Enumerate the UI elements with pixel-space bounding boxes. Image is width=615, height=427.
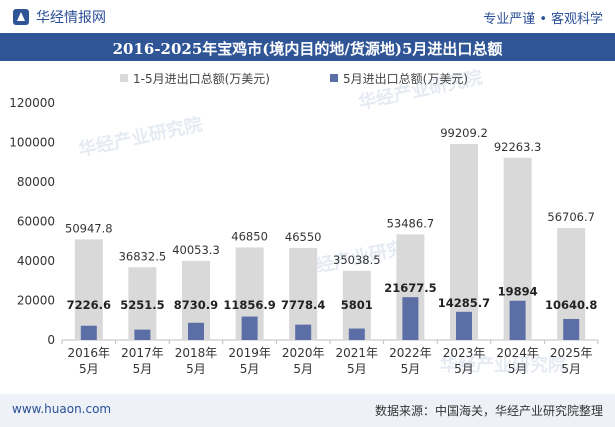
y-tick-label: 40000	[17, 254, 55, 268]
data-label-series1: 56706.7	[547, 210, 595, 224]
x-tick-label: 2022年 5月	[389, 346, 432, 376]
bar-series2	[134, 329, 151, 340]
data-label-series1: 46850	[231, 229, 268, 243]
bar-series1	[128, 267, 157, 340]
footer-website: www.huaon.com	[12, 402, 112, 416]
data-label-series2: 14285.7	[438, 296, 490, 310]
bar-series2	[456, 311, 472, 340]
data-label-series1: 46550	[285, 230, 322, 244]
slogan-tag-2: 客观科学	[550, 12, 603, 27]
data-label-series1: 99209.2	[440, 126, 488, 140]
slogan: 专业严谨 • 客观科学	[483, 8, 603, 27]
title-bar	[0, 33, 615, 61]
data-label-series2: 19894	[498, 285, 538, 299]
bar-series1	[74, 239, 103, 340]
footer-bar	[0, 394, 615, 427]
legend-label-1: 1-5月进出口总额(万美元)	[133, 72, 270, 86]
data-label-series2: 5801	[341, 298, 373, 312]
top-bar: 华经情报网 专业严谨 • 客观科学	[0, 0, 615, 34]
x-tick-label: 2025年 5月	[550, 346, 593, 376]
data-label-series1: 40053.3	[172, 243, 220, 257]
x-tick-label: 2019年 5月	[228, 346, 271, 376]
bar-series2	[348, 328, 365, 340]
x-tick-label: 2017年 5月	[121, 346, 164, 376]
x-tick-label: 2023年 5月	[443, 346, 486, 376]
watermark-text: 华经产业研究院	[440, 354, 566, 376]
bar-series2	[80, 325, 97, 340]
y-tick-label: 20000	[17, 294, 55, 308]
data-label-series2: 11856.9	[223, 298, 275, 312]
legend-swatch-2	[330, 74, 338, 82]
brand-name: 华经情报网	[36, 10, 106, 26]
slogan-separator: •	[539, 12, 547, 27]
huajing-logo-icon	[13, 9, 29, 25]
data-label-series2: 7226.6	[67, 298, 111, 312]
x-tick-label: 2018年 5月	[175, 346, 218, 376]
bar-series2	[241, 316, 258, 340]
data-label-series2: 8730.9	[174, 298, 218, 312]
footer-data-source: 数据来源：中国海关，华经产业研究院整理	[374, 404, 603, 418]
bar-series2	[563, 318, 580, 340]
y-tick-label: 80000	[17, 175, 55, 189]
data-label-series2: 7778.4	[281, 298, 325, 312]
chart-title: 2016-2025年宝鸡市(境内目的地/货源地)5月进出口总额	[112, 40, 503, 58]
watermark-text: 华经产业研究院	[76, 113, 204, 161]
bar-series2	[188, 322, 204, 340]
bar-series2	[295, 324, 312, 340]
data-label-series2: 5251.5	[120, 298, 164, 312]
x-tick-label: 2020年 5月	[282, 346, 325, 376]
legend-swatch-1	[120, 74, 128, 82]
bar-series2	[509, 300, 526, 340]
bar-series1	[342, 270, 371, 340]
data-label-series1: 35038.5	[333, 253, 381, 267]
bar-chart: 华经产业研究院华经产业研究院华经产业研究院华经产业研究院1-5月进出口总额(万美…	[9, 66, 599, 376]
data-label-series1: 92263.3	[494, 140, 542, 154]
slogan-tag-1: 专业严谨	[483, 12, 536, 27]
data-label-series2: 10640.8	[545, 298, 597, 312]
data-label-series1: 50947.8	[65, 221, 113, 235]
data-label-series1: 53486.7	[387, 216, 435, 230]
x-tick-label: 2024年 5月	[496, 346, 539, 376]
data-label-series1: 36832.5	[119, 249, 167, 263]
y-tick-label: 0	[47, 333, 55, 347]
y-tick-label: 100000	[9, 136, 55, 150]
y-tick-label: 60000	[17, 215, 55, 229]
legend-label-2: 5月进出口总额(万美元)	[343, 72, 468, 86]
bar-series1	[450, 144, 478, 340]
bar-series2	[402, 297, 419, 340]
data-label-series2: 21677.5	[384, 281, 436, 295]
y-tick-label: 120000	[9, 96, 55, 110]
x-tick-label: 2021年 5月	[336, 346, 379, 376]
x-tick-label: 2016年 5月	[68, 346, 111, 376]
